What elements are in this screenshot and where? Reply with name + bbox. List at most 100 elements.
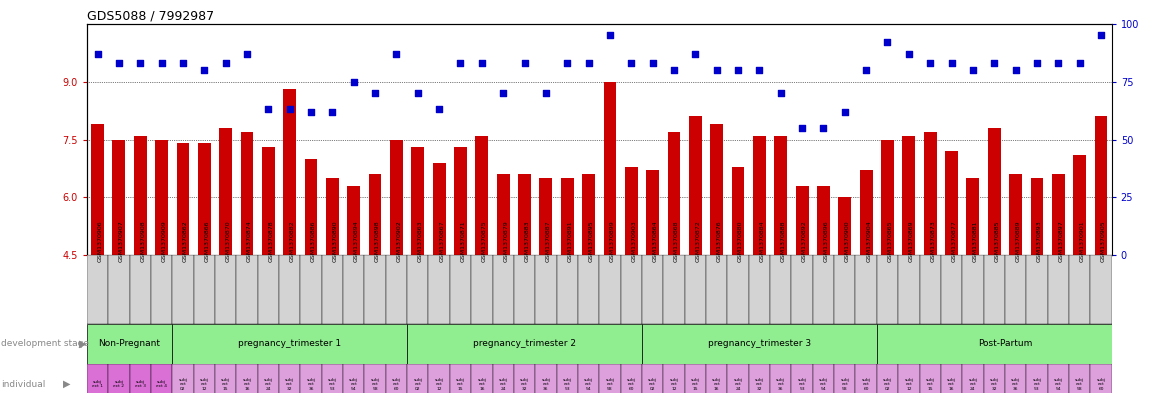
Text: GSM1370901: GSM1370901	[1079, 221, 1085, 263]
Bar	[540, 178, 552, 255]
Text: GSM1370896: GSM1370896	[823, 221, 828, 263]
Bar	[727, 364, 749, 393]
Point	[601, 32, 620, 39]
Point	[494, 90, 513, 96]
Bar	[1031, 178, 1043, 255]
Text: GSM1370864: GSM1370864	[653, 221, 658, 263]
Text: GSM1370871: GSM1370871	[461, 221, 466, 263]
Bar	[749, 255, 770, 324]
Bar	[134, 136, 147, 255]
Point	[366, 90, 384, 96]
Bar	[151, 255, 173, 324]
Text: GSM1370889: GSM1370889	[1016, 221, 1020, 263]
Bar	[87, 255, 108, 324]
Bar	[1094, 116, 1107, 255]
Point	[131, 60, 149, 66]
Bar	[449, 255, 471, 324]
Bar	[578, 364, 600, 393]
Text: GSM1370880: GSM1370880	[738, 221, 743, 263]
Bar	[130, 364, 151, 393]
Bar	[1005, 255, 1026, 324]
Point	[558, 60, 577, 66]
Text: Non-Pregnant: Non-Pregnant	[98, 340, 161, 348]
Text: GSM1370892: GSM1370892	[802, 220, 807, 263]
Bar	[642, 364, 664, 393]
Bar	[386, 364, 408, 393]
Point	[302, 108, 321, 115]
Bar	[193, 364, 215, 393]
Bar	[322, 255, 343, 324]
Text: subj
ect 2: subj ect 2	[113, 380, 124, 388]
Bar	[706, 255, 727, 324]
Point	[750, 67, 769, 73]
Bar	[796, 186, 808, 255]
Bar	[365, 364, 386, 393]
Point	[174, 60, 192, 66]
Bar	[476, 136, 489, 255]
Bar	[899, 255, 919, 324]
Bar	[941, 364, 962, 393]
Text: subj
ect 3: subj ect 3	[134, 380, 146, 388]
Point	[943, 60, 961, 66]
Bar	[1051, 174, 1064, 255]
Bar	[945, 151, 958, 255]
Bar	[1069, 364, 1091, 393]
Bar	[941, 255, 962, 324]
Point	[409, 90, 427, 96]
Point	[622, 60, 640, 66]
Point	[878, 39, 896, 45]
Point	[452, 60, 470, 66]
Bar	[173, 255, 193, 324]
Bar	[1073, 155, 1086, 255]
Bar	[818, 186, 830, 255]
Bar	[642, 324, 877, 364]
Bar	[236, 255, 257, 324]
Text: pregnancy_trimester 2: pregnancy_trimester 2	[472, 340, 576, 348]
Text: GSM1370869: GSM1370869	[909, 221, 914, 263]
Bar	[834, 255, 856, 324]
Point	[280, 106, 299, 112]
Text: subj
ect
24: subj ect 24	[968, 378, 977, 391]
Bar	[684, 255, 706, 324]
Bar	[689, 116, 702, 255]
Point	[536, 90, 555, 96]
Bar	[428, 364, 449, 393]
Text: GSM1370874: GSM1370874	[247, 220, 252, 263]
Bar	[108, 255, 130, 324]
Bar	[215, 364, 236, 393]
Bar	[343, 364, 365, 393]
Point	[1049, 60, 1068, 66]
Bar	[241, 132, 254, 255]
Text: subj
ect
32: subj ect 32	[990, 378, 998, 391]
Text: subj
ect
16: subj ect 16	[712, 378, 721, 391]
Bar	[454, 147, 467, 255]
Point	[857, 67, 875, 73]
Text: GSM1370887: GSM1370887	[545, 221, 551, 263]
Bar	[343, 255, 365, 324]
Bar	[775, 136, 787, 255]
Point	[323, 108, 342, 115]
Text: subj
ect
53: subj ect 53	[328, 378, 337, 391]
Bar	[322, 364, 343, 393]
Bar	[646, 171, 659, 255]
Text: subj
ect
16: subj ect 16	[477, 378, 486, 391]
Text: subj
ect
54: subj ect 54	[1054, 378, 1063, 391]
Text: GSM1370868: GSM1370868	[674, 221, 679, 263]
Text: subj
ect
02: subj ect 02	[648, 378, 657, 391]
Text: pregnancy_trimester 3: pregnancy_trimester 3	[708, 340, 811, 348]
Bar	[130, 255, 151, 324]
Text: GSM1370873: GSM1370873	[930, 220, 936, 263]
Text: GSM1370893: GSM1370893	[1036, 220, 1042, 263]
Bar	[834, 364, 856, 393]
Bar	[727, 255, 749, 324]
Text: GSM1370906: GSM1370906	[97, 221, 103, 263]
Bar	[279, 255, 300, 324]
Bar	[514, 255, 535, 324]
Bar	[664, 255, 684, 324]
Text: subj
ect
02: subj ect 02	[413, 378, 423, 391]
Text: subj
ect
12: subj ect 12	[434, 378, 444, 391]
Text: GSM1370895: GSM1370895	[588, 221, 594, 263]
Bar	[386, 255, 408, 324]
Text: subj
ect
16: subj ect 16	[947, 378, 957, 391]
Bar	[642, 255, 664, 324]
